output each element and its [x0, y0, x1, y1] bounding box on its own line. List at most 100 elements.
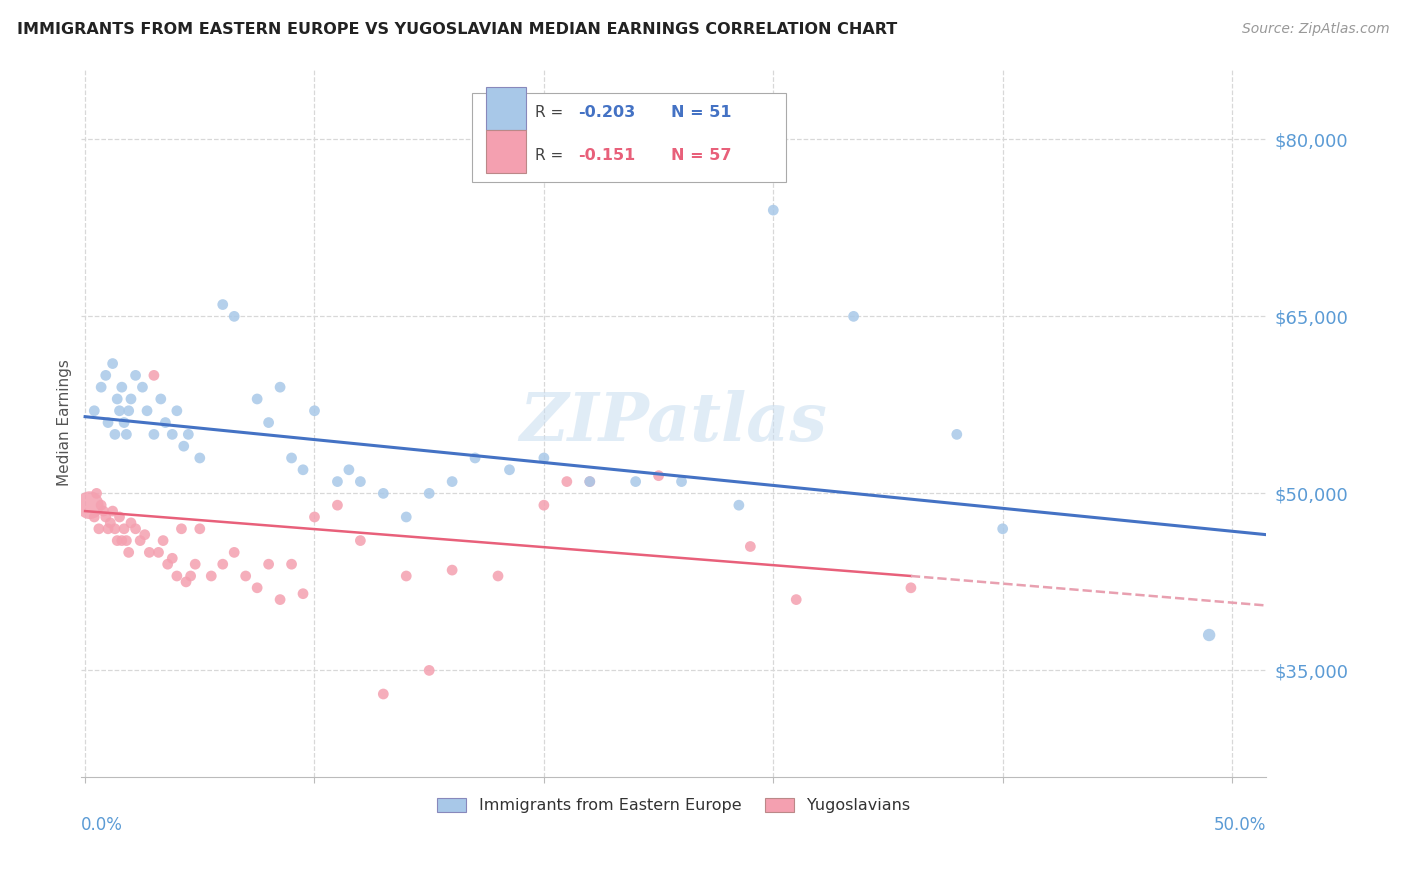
Point [224, 310, 246, 324]
Point [578, 475, 600, 489]
Point [94, 510, 117, 524]
Point [533, 498, 555, 512]
Point [93, 504, 115, 518]
Point [170, 522, 193, 536]
Text: 0.0%: 0.0% [80, 815, 122, 833]
Point [97, 416, 120, 430]
Point [105, 392, 128, 406]
Point [97, 522, 120, 536]
Point [578, 475, 600, 489]
Text: -0.151: -0.151 [579, 147, 636, 162]
Point [118, 404, 141, 418]
Point [180, 569, 202, 583]
Point [785, 592, 807, 607]
Point [118, 545, 141, 559]
Point [104, 522, 127, 536]
Text: IMMIGRANTS FROM EASTERN EUROPE VS YUGOSLAVIAN MEDIAN EARNINGS CORRELATION CHART: IMMIGRANTS FROM EASTERN EUROPE VS YUGOSL… [17, 22, 897, 37]
Point [115, 533, 138, 548]
Point [946, 427, 969, 442]
Point [111, 533, 134, 548]
Point [87, 522, 110, 536]
Point [246, 392, 269, 406]
Point [269, 380, 291, 394]
Point [174, 574, 197, 589]
Point [624, 475, 647, 489]
Point [762, 203, 785, 218]
Point [257, 558, 280, 572]
Point [120, 516, 142, 530]
Point [108, 510, 131, 524]
Point [79, 498, 101, 512]
Point [112, 416, 135, 430]
Point [326, 498, 349, 512]
Point [108, 404, 131, 418]
Point [418, 486, 440, 500]
Point [104, 427, 127, 442]
Point [337, 463, 360, 477]
Point [441, 563, 464, 577]
Point [166, 404, 188, 418]
Point [257, 416, 280, 430]
Point [105, 533, 128, 548]
Point [129, 533, 152, 548]
Point [304, 510, 326, 524]
Point [184, 558, 207, 572]
Point [246, 581, 269, 595]
Text: R =: R = [534, 105, 568, 120]
Point [166, 569, 188, 583]
Point [224, 545, 246, 559]
Point [280, 558, 302, 572]
Point [101, 504, 124, 518]
Point [173, 439, 195, 453]
Point [162, 551, 184, 566]
Point [90, 498, 112, 512]
Text: ZIPatlas: ZIPatlas [520, 390, 828, 455]
Point [740, 540, 762, 554]
Point [395, 510, 418, 524]
Point [124, 368, 146, 383]
Point [900, 581, 922, 595]
Point [188, 522, 211, 536]
Point [149, 392, 172, 406]
Point [124, 522, 146, 536]
Point [1198, 628, 1220, 642]
FancyBboxPatch shape [472, 94, 786, 182]
Point [235, 569, 257, 583]
Point [94, 368, 117, 383]
FancyBboxPatch shape [486, 87, 526, 130]
Text: R =: R = [534, 147, 572, 162]
Point [90, 380, 112, 394]
Point [162, 427, 184, 442]
Point [326, 475, 349, 489]
Point [292, 587, 315, 601]
Point [728, 498, 751, 512]
Text: N = 51: N = 51 [671, 105, 731, 120]
Point [555, 475, 578, 489]
Text: N = 57: N = 57 [671, 147, 731, 162]
Point [134, 527, 156, 541]
Point [148, 545, 170, 559]
Point [373, 687, 395, 701]
Point [83, 404, 105, 418]
Point [486, 569, 509, 583]
Y-axis label: Median Earnings: Median Earnings [58, 359, 72, 486]
Text: Source: ZipAtlas.com: Source: ZipAtlas.com [1241, 22, 1389, 37]
Point [142, 368, 165, 383]
Point [188, 450, 211, 465]
Point [211, 297, 233, 311]
Point [152, 533, 174, 548]
Point [115, 427, 138, 442]
Point [131, 380, 153, 394]
Point [671, 475, 693, 489]
Point [647, 468, 669, 483]
Point [304, 404, 326, 418]
Point [418, 664, 440, 678]
Point [111, 380, 134, 394]
Point [373, 486, 395, 500]
Point [292, 463, 315, 477]
Point [155, 416, 177, 430]
FancyBboxPatch shape [486, 129, 526, 173]
Point [200, 569, 222, 583]
Point [269, 592, 291, 607]
Point [98, 516, 121, 530]
